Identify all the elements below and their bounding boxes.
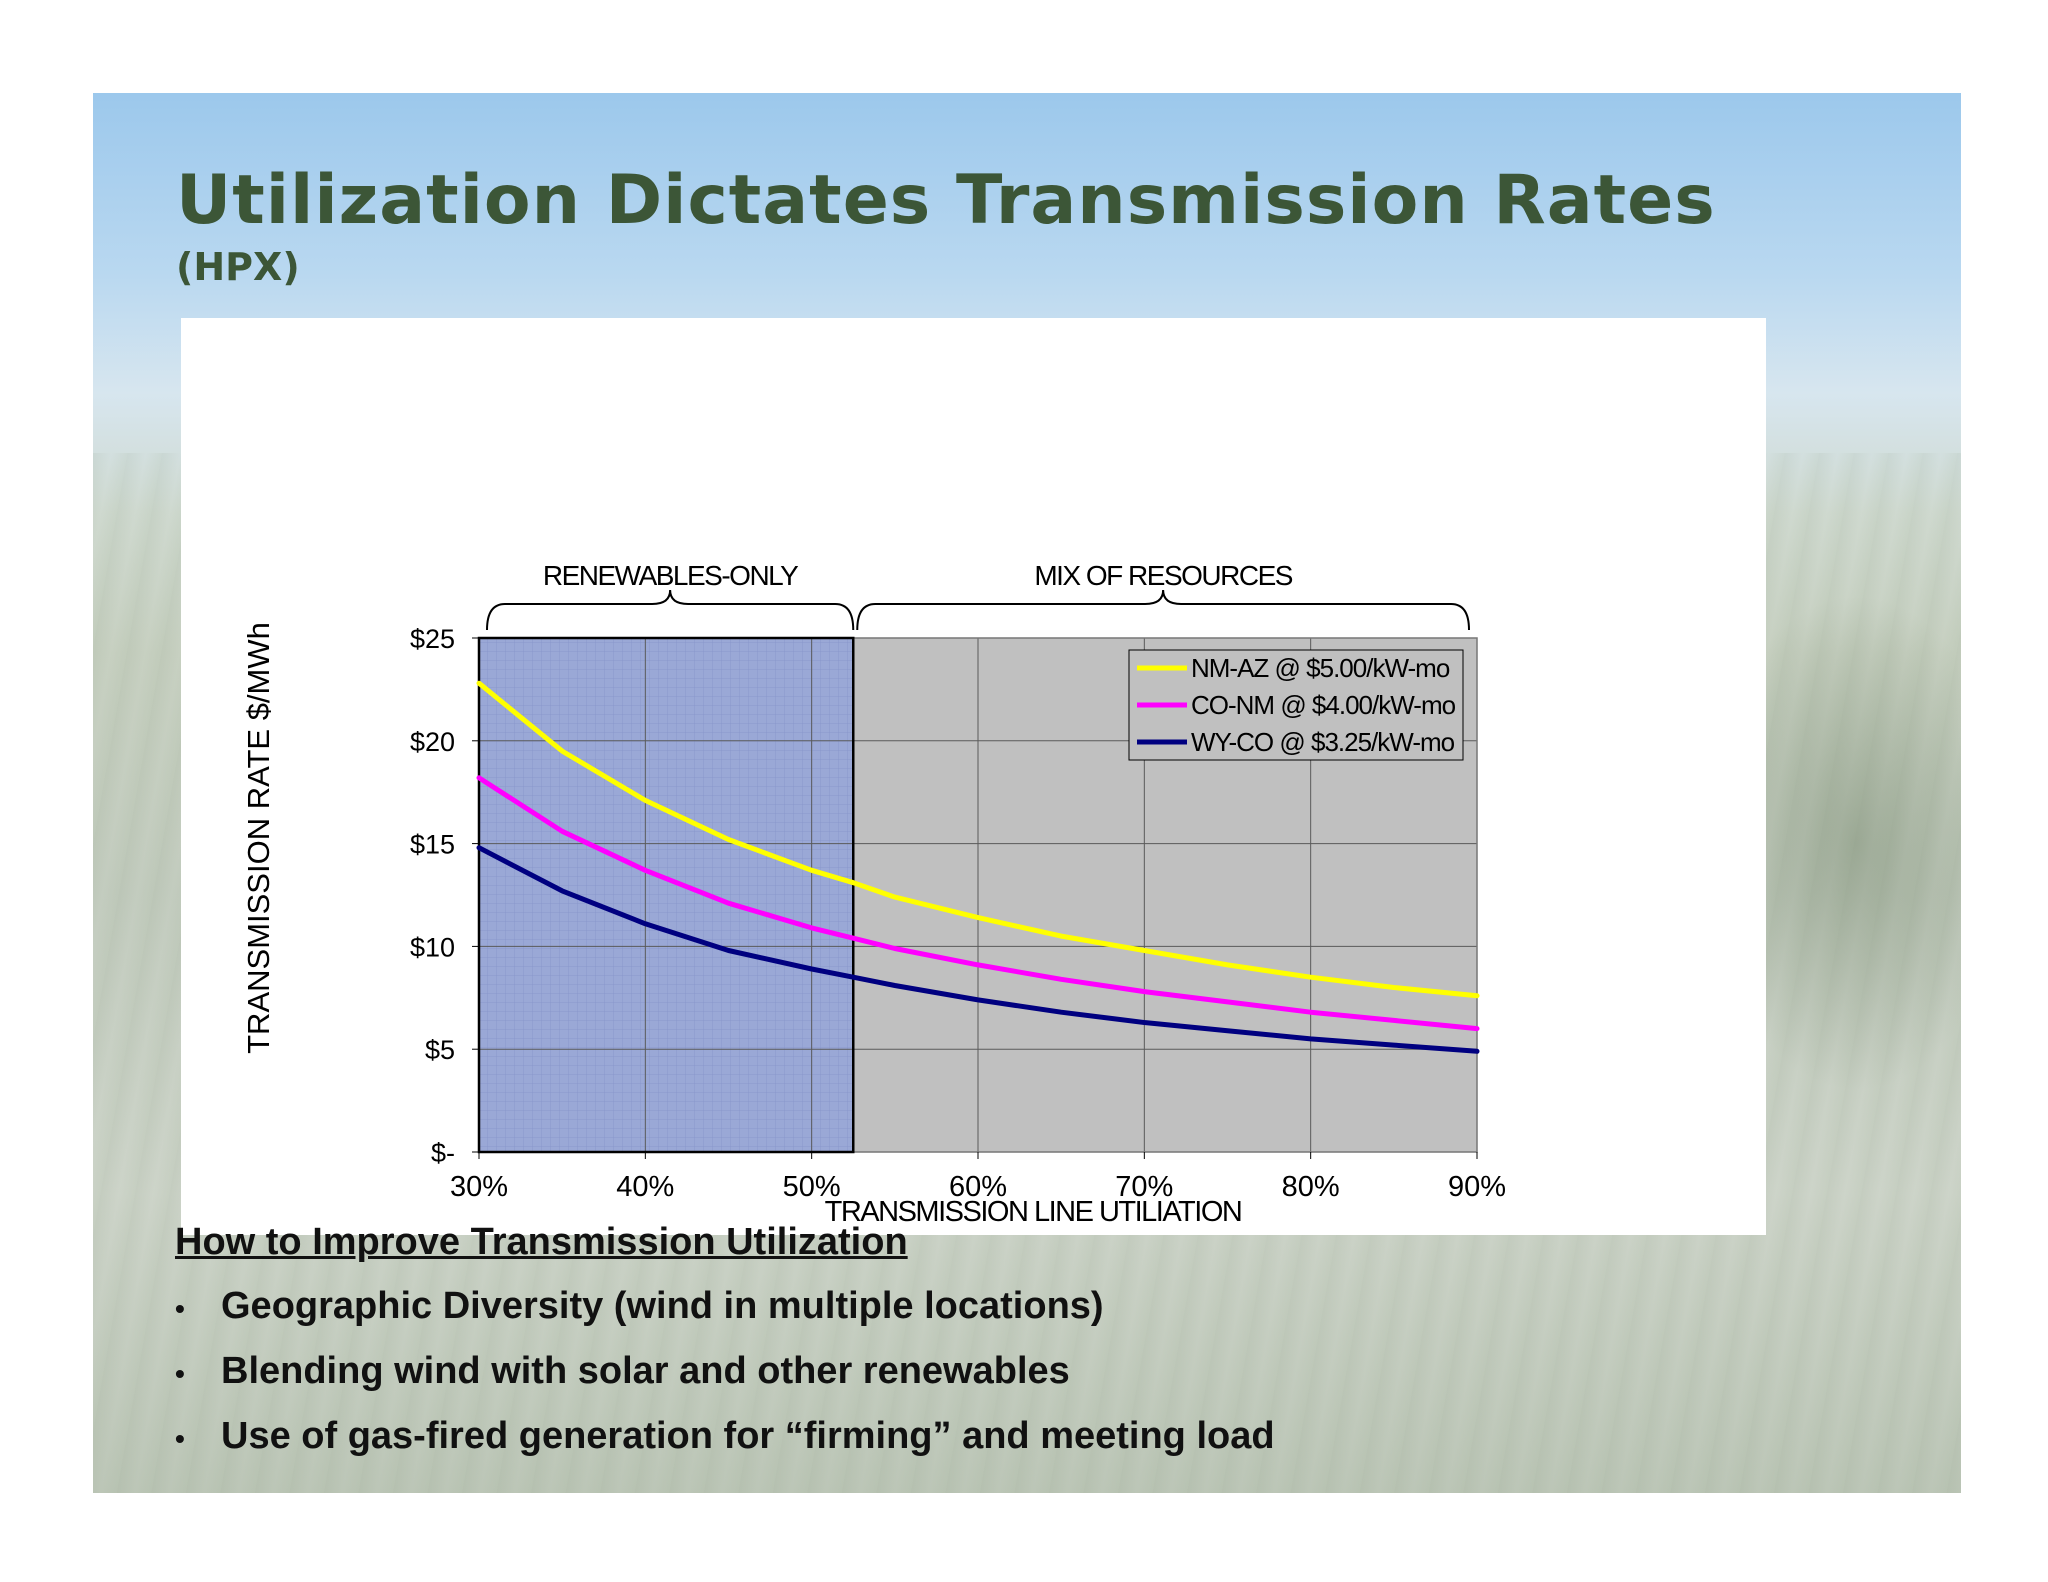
x-tick-label: 60% [949, 1171, 1007, 1203]
region-brace [856, 589, 1470, 631]
series-line-co-nm [476, 775, 1480, 1032]
x-tick-label: 90% [1448, 1171, 1506, 1203]
region-label: MIX OF RESOURCES [1034, 560, 1292, 591]
y-tick-label: $- [431, 1138, 455, 1168]
series-line-wy-co [476, 845, 1480, 1054]
bullet-text: Blending wind with solar and other renew… [221, 1350, 1070, 1392]
legend-label: CO-NM @ $4.00/kW-mo [1191, 690, 1456, 720]
page-subtitle: (HPX) [176, 245, 300, 289]
bullet-item: • Use of gas-fired generation for “firmi… [175, 1415, 1275, 1458]
y-axis-label: TRANSMISSION RATE $/MWh [241, 622, 276, 1054]
region-label: RENEWABLES-ONLY [543, 560, 799, 591]
region-brace [486, 589, 855, 631]
y-tick-label: $25 [410, 624, 455, 654]
renewables-region-border [477, 636, 855, 1154]
y-tick-label: $5 [425, 1035, 455, 1065]
x-tick-label: 70% [1115, 1171, 1173, 1203]
x-tick-label: 40% [616, 1171, 674, 1203]
y-tick-label: $15 [410, 830, 455, 860]
bullet-item: • Geographic Diversity (wind in multiple… [175, 1285, 1104, 1328]
legend-label: NM-AZ @ $5.00/kW-mo [1191, 653, 1450, 683]
bullet-text: Geographic Diversity (wind in multiple l… [221, 1285, 1104, 1327]
y-tick-label: $10 [410, 932, 455, 962]
improve-heading: How to Improve Transmission Utilization [175, 1221, 908, 1263]
x-tick-label: 80% [1282, 1171, 1340, 1203]
page-title: Utilization Dictates Transmission Rates [176, 161, 1716, 240]
bullet-item: • Blending wind with solar and other ren… [175, 1350, 1070, 1393]
x-tick-label: 30% [450, 1171, 508, 1203]
series-line-nm-az [476, 680, 1480, 999]
bullet-glyph: • [175, 1293, 185, 1324]
bullet-glyph: • [175, 1423, 185, 1454]
slide-background: Utilization Dictates Transmission Rates … [93, 93, 1961, 1493]
x-axis-label: TRANSMISSION LINE UTILIATION [825, 1196, 1242, 1228]
y-tick-label: $20 [410, 727, 455, 757]
chart-panel: 30% 40% 50% 60% 70% 80% 90% $- $5 $10 $15 $20 $25 RE… [181, 318, 1766, 1235]
region-fine-grid [479, 638, 854, 1152]
legend-label: WY-CO @ $3.25/kW-mo [1191, 727, 1455, 757]
transmission-rate-chart: 30% 40% 50% 60% 70% 80% 90% $- $5 $10 $15 $20 $25 RE… [241, 560, 1506, 1228]
bullet-glyph: • [175, 1358, 185, 1389]
x-tick-label: 50% [783, 1171, 841, 1203]
bullet-text: Use of gas-fired generation for “firming… [221, 1415, 1275, 1457]
